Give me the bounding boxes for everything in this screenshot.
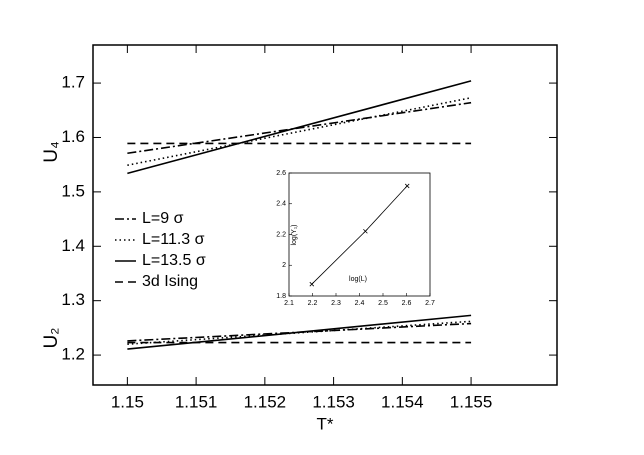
y-tick-label: 2.4: [276, 201, 286, 208]
x-tick-label: 2.6: [402, 300, 412, 307]
y-tick-label: 1.2: [61, 345, 85, 364]
data-point: [363, 228, 368, 234]
y-tick-label: 1.4: [61, 236, 85, 255]
x-tick-label: 1.154: [381, 392, 424, 411]
inset-chart: 2.1 2.2 2.3 2.4 2.5 2.6 2.7 1.8 2 2.2 2.4 2.6 log(L)…: [276, 170, 435, 307]
series-line: [127, 80, 472, 175]
x-tick-label: 2.1: [284, 300, 294, 307]
plot-frame: [92, 44, 558, 386]
y-tick-label: 1.7: [61, 73, 85, 92]
x-tick-label: 1.152: [244, 392, 287, 411]
y-axis-title: log(Y₁): [291, 224, 298, 245]
x-tick-label: 1.153: [312, 392, 355, 411]
y-tick-label: 1.5: [61, 181, 85, 200]
legend-label: 3d Ising: [142, 273, 198, 290]
y-axis-title: U₄: [41, 141, 62, 163]
x-tick-label: 2.5: [378, 300, 388, 307]
x-tick-label: 2.7: [425, 300, 435, 307]
x-axis-title: log(L): [349, 276, 367, 283]
y-tick-label: 1.3: [61, 290, 85, 309]
x-tick-label: 1.15: [111, 392, 144, 411]
legend-label: L=9 σ: [142, 210, 184, 227]
x-tick-label: 2.4: [355, 300, 365, 307]
data-point: [309, 281, 315, 287]
y-axis-title: U₂: [41, 327, 62, 348]
y-tick-label: 2.6: [276, 170, 286, 177]
x-tick-label: 1.151: [175, 392, 218, 411]
main-chart: 1.15 1.151 1.152 1.153 1.154 1.155 1.2 1.3 1.4 1.…: [41, 44, 558, 433]
x-axis-title: T*: [317, 414, 334, 433]
series-line: [127, 314, 472, 350]
data-point: [404, 183, 410, 189]
y-tick-label: 2: [282, 262, 286, 269]
y-tick-label: 1.6: [61, 127, 85, 146]
x-tick-label: 1.155: [450, 392, 493, 411]
y-tick-label: 1.8: [276, 293, 286, 300]
legend-label: L=13.5 σ: [142, 252, 206, 269]
x-tick-label: 2.3: [331, 300, 341, 307]
inset-frame: [288, 172, 431, 297]
x-tick-label: 2.2: [308, 300, 318, 307]
y-tick-label: 2.2: [276, 231, 286, 238]
series-line: [127, 96, 472, 167]
legend-label: L=11.3 σ: [142, 231, 205, 248]
